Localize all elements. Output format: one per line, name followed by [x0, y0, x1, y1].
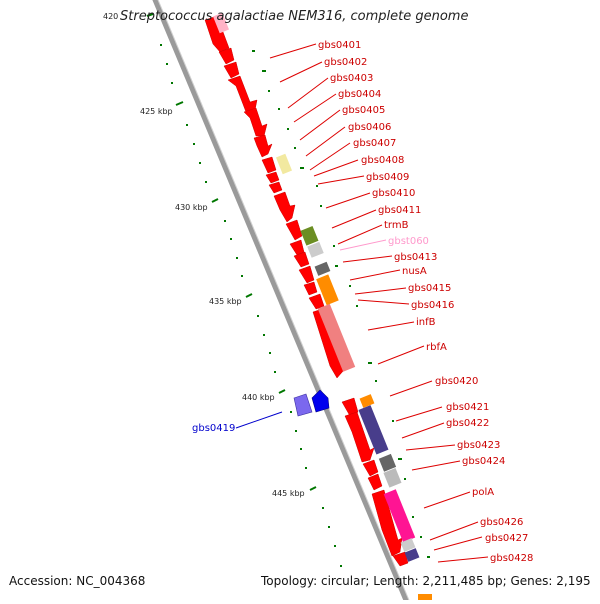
gene-label[interactable]: gbs0415 [408, 283, 451, 294]
genome-backbone [152, 0, 411, 604]
gene-label[interactable]: gbs0407 [353, 138, 396, 149]
gene-label-gbs0419[interactable]: gbs0419 [192, 423, 235, 434]
feature-olive-block[interactable] [300, 225, 319, 246]
gene-label[interactable]: polA [472, 487, 494, 498]
gene-label[interactable]: gbs0423 [457, 440, 500, 451]
gene-gbs0408-arrow[interactable] [265, 171, 280, 184]
gene-label[interactable]: gbs0426 [480, 517, 523, 528]
feature-lightgray-block[interactable] [383, 467, 402, 488]
gene-label[interactable]: trmB [384, 220, 409, 231]
gene-gbs0410-arrow[interactable] [273, 191, 296, 223]
kbp-label-440: 440 kbp [242, 393, 275, 402]
kbp-tick-435 [245, 293, 253, 298]
label-leader-lines [269, 43, 489, 563]
label-leader-line-gbs0419 [235, 411, 283, 429]
forward-strand-genes[interactable] [204, 15, 409, 567]
kbp-label-425: 425 kbp [140, 107, 173, 116]
feature-darkgray-block[interactable] [314, 261, 331, 276]
kbp-tick-420 [146, 13, 154, 17]
gene-gbs0415-arrow[interactable] [303, 281, 318, 296]
gene-gbs0406-arrow[interactable] [253, 134, 273, 158]
kbp-label-420: 420 [103, 12, 118, 21]
gene-gbs0421-arrow[interactable] [344, 411, 375, 463]
gene-label[interactable]: gbs0427 [485, 533, 528, 544]
feature-magenta-block[interactable] [383, 489, 416, 543]
gene-gbs0405-arrow[interactable] [243, 107, 268, 137]
gene-label[interactable]: gbs0428 [490, 553, 533, 564]
gene-label[interactable]: gbs0409 [366, 172, 409, 183]
scale-dots [160, 44, 342, 567]
gene-gbs0424-arrow[interactable] [367, 473, 383, 491]
gene-gbs0420-arrow[interactable] [341, 397, 359, 417]
gene-label[interactable]: infB [416, 317, 436, 328]
gene-label[interactable]: gbs0413 [394, 252, 437, 263]
feature-orange-block-3[interactable] [418, 594, 432, 600]
feature-pink-block-top[interactable] [212, 12, 230, 34]
label-leader-line-gbst060 [339, 239, 387, 251]
accession-label: Accession: NC_004368 [9, 574, 146, 588]
gene-gbs0419-arrow[interactable] [293, 393, 313, 417]
feature-blocks[interactable] [212, 12, 432, 600]
gene-label[interactable]: gbs0406 [348, 122, 391, 133]
genome-title: Streptococcus agalactiae NEM316, complet… [120, 9, 469, 24]
feature-navy-block[interactable] [358, 405, 389, 455]
gene-trmB-arrow[interactable] [289, 239, 305, 256]
feature-gray-block[interactable] [307, 241, 324, 258]
gene-label[interactable]: gbs0405 [342, 105, 385, 116]
gene-gbs0402-arrow[interactable] [218, 47, 235, 65]
kbp-tick-425 [175, 101, 184, 106]
kbp-tick-440 [278, 389, 286, 394]
feature-navy-block-2[interactable] [404, 548, 420, 562]
gene-label[interactable]: gbs0416 [411, 300, 454, 311]
topology-label: Topology: circular; Length: 2,211,485 bp… [261, 574, 591, 588]
gene-label[interactable]: gbs0411 [378, 205, 421, 216]
kbp-label-435: 435 kbp [209, 297, 242, 306]
gene-label[interactable]: nusA [402, 266, 427, 277]
gene-label[interactable]: gbs0408 [361, 155, 404, 166]
kbp-label-445: 445 kbp [272, 489, 305, 498]
gene-gbs0404-arrow[interactable] [227, 75, 258, 113]
gene-gbs0407-arrow[interactable] [261, 156, 277, 174]
gene-label[interactable]: gbs0403 [330, 73, 373, 84]
kbp-tick-430 [211, 198, 219, 203]
reverse-strand-genes[interactable] [293, 389, 330, 417]
feature-salmon-block[interactable] [317, 303, 356, 372]
gene-gbs0409-arrow[interactable] [268, 181, 283, 194]
feature-lightgray-block-2[interactable] [400, 538, 416, 552]
kbp-tick-445 [309, 486, 317, 491]
gene-labels[interactable]: gbs0401 gbs0402 gbs0403 gbs0404 gbs0405 … [318, 40, 533, 564]
feature-yellow-block[interactable] [275, 153, 293, 175]
gene-label[interactable]: gbs0421 [446, 402, 489, 413]
feature-orange-block-2[interactable] [359, 394, 375, 408]
gene-gbs0426-arrow[interactable] [392, 551, 409, 567]
gene-label[interactable]: gbs0420 [435, 376, 478, 387]
feature-darkgray-block-2[interactable] [378, 453, 397, 472]
feature-orange-block[interactable] [316, 274, 339, 306]
gene-gbs0413-arrow[interactable] [293, 251, 310, 268]
gene-gbs0411-arrow[interactable] [285, 219, 303, 241]
gene-label[interactable]: rbfA [426, 342, 447, 353]
genome-backbone-shadow [157, 0, 412, 604]
gene-gbs0403-arrow[interactable] [223, 61, 240, 79]
right-ruler-dots [252, 50, 430, 558]
gene-gbs0423-arrow[interactable] [362, 459, 379, 477]
gene-label[interactable]: gbs0402 [324, 57, 367, 68]
gene-label[interactable]: gbs0422 [446, 418, 489, 429]
gene-label[interactable]: gbs0424 [462, 456, 505, 467]
gene-gbs0419-partner-arrow[interactable] [311, 389, 330, 413]
gene-label[interactable]: gbs0404 [338, 89, 381, 100]
kbp-label-430: 430 kbp [175, 203, 208, 212]
gene-label[interactable]: gbst060 [388, 236, 429, 247]
gene-gbs0416-arrow[interactable] [308, 293, 325, 310]
gene-label[interactable]: gbs0410 [372, 188, 415, 199]
gene-nusA-arrow[interactable] [298, 265, 315, 284]
gene-label[interactable]: gbs0401 [318, 40, 361, 51]
